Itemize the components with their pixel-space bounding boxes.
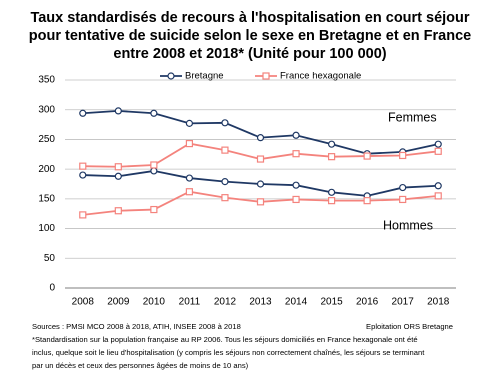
y-tick-label: 150 (38, 193, 55, 204)
marker (150, 109, 158, 117)
chart-title: pour tentative de suicide selon le sexe … (29, 28, 471, 44)
marker (79, 211, 87, 219)
marker (292, 131, 300, 139)
chart-title: entre 2008 et 2018* (Unité pour 100 000) (113, 46, 386, 62)
series-line (82, 110, 439, 155)
y-tick-label: 100 (38, 223, 55, 234)
marker (150, 205, 158, 214)
marker (150, 167, 158, 175)
note: par un décès et ceux des personnes âgées… (32, 361, 249, 370)
marker (256, 198, 265, 206)
marker (114, 172, 122, 180)
marker (221, 194, 229, 202)
y-tick-label: 250 (38, 134, 55, 145)
marker (434, 147, 442, 155)
group-label: Hommes (383, 218, 433, 232)
marker (327, 153, 336, 161)
legend-marker (262, 72, 270, 80)
x-tick-label: 2014 (285, 297, 308, 308)
marker (256, 134, 265, 142)
marker (221, 119, 229, 127)
source: Sources : PMSI MCO 2008 à 2018, ATIH, IN… (32, 322, 241, 331)
marker (363, 197, 371, 205)
marker (399, 183, 407, 192)
marker (221, 178, 229, 186)
marker (79, 109, 87, 117)
x-tick-label: 2012 (214, 297, 237, 308)
marker (185, 139, 194, 148)
marker (399, 195, 407, 204)
x-tick-label: 2008 (72, 297, 95, 308)
marker (327, 188, 336, 196)
marker (292, 181, 300, 189)
y-tick-label: 50 (44, 253, 56, 264)
chart-title: Taux standardisés de recours à l'hospita… (30, 10, 469, 26)
marker (327, 197, 336, 205)
marker (363, 152, 371, 160)
marker (434, 192, 442, 200)
marker (434, 140, 442, 148)
marker (185, 119, 194, 127)
marker (256, 180, 265, 188)
marker (114, 163, 122, 171)
marker (327, 140, 336, 148)
note: inclus, quelque soit le lieu d'hospitali… (32, 348, 425, 357)
series-line (82, 142, 439, 168)
marker (256, 155, 265, 163)
marker (150, 161, 158, 169)
group-label: Femmes (388, 110, 437, 124)
marker (79, 162, 87, 170)
x-tick-label: 2013 (249, 297, 272, 308)
marker (221, 146, 229, 154)
marker (434, 182, 442, 190)
x-tick-label: 2011 (179, 297, 201, 308)
legend-label: France hexagonale (280, 71, 361, 82)
marker (185, 188, 194, 196)
x-tick-label: 2009 (107, 297, 130, 308)
x-tick-label: 2015 (320, 297, 343, 308)
y-tick-label: 300 (38, 104, 55, 115)
credit: Eploitation ORS Bretagne (366, 322, 453, 331)
note: *Standardisation sur la population franç… (32, 335, 418, 344)
x-tick-label: 2017 (392, 297, 415, 308)
marker (185, 174, 194, 182)
marker (114, 207, 122, 215)
x-tick-label: 2016 (356, 297, 379, 308)
marker (114, 107, 122, 115)
x-tick-label: 2010 (143, 297, 166, 308)
y-tick-label: 0 (49, 283, 55, 294)
y-tick-label: 350 (38, 75, 55, 86)
y-tick-label: 200 (38, 164, 55, 175)
marker (292, 195, 300, 204)
marker (292, 150, 300, 158)
legend-marker (167, 72, 175, 80)
marker (79, 171, 87, 179)
legend-label: Bretagne (185, 71, 224, 82)
x-tick-label: 2018 (427, 297, 450, 308)
marker (399, 151, 407, 160)
